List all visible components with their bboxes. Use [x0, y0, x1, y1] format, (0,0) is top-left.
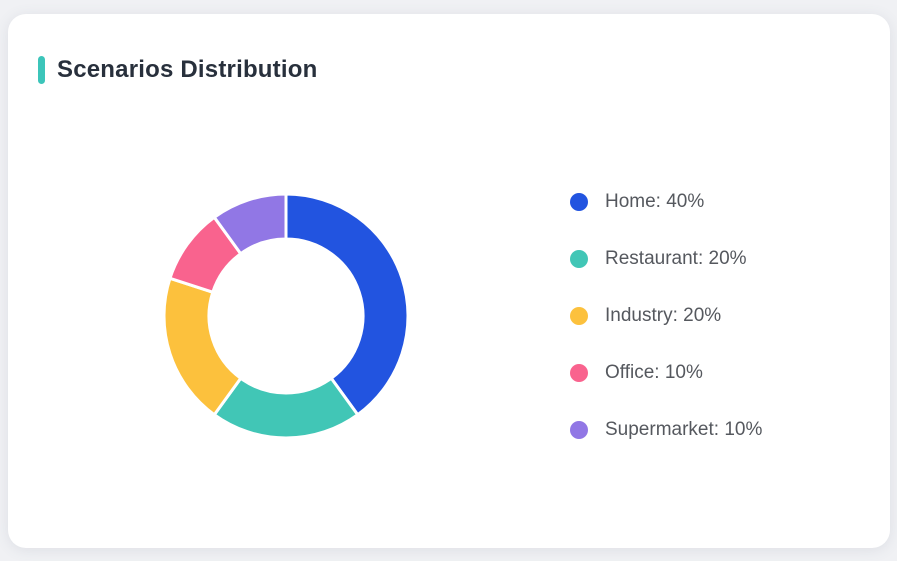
card-header: Scenarios Distribution	[38, 56, 317, 84]
legend-label: Industry: 20%	[605, 305, 722, 326]
legend-label: Supermarket: 10%	[605, 419, 763, 440]
legend-swatch	[570, 250, 588, 268]
page-title: Scenarios Distribution	[57, 56, 318, 83]
legend-item-office[interactable]: Office: 10%	[570, 362, 762, 383]
legend-label: Restaurant: 20%	[605, 248, 747, 269]
legend-label: Office: 10%	[605, 362, 703, 383]
chart-area: Home: 40% Restaurant: 20% Industry: 20% …	[161, 191, 762, 441]
legend-item-industry[interactable]: Industry: 20%	[570, 305, 762, 326]
legend-swatch	[570, 364, 588, 382]
legend-item-restaurant[interactable]: Restaurant: 20%	[570, 248, 762, 269]
legend-swatch	[570, 307, 588, 325]
donut-segment-industry[interactable]	[162, 276, 243, 417]
legend-swatch	[570, 421, 588, 439]
title-accent-bar	[38, 56, 45, 84]
donut-chart-svg[interactable]	[161, 191, 411, 441]
legend-item-supermarket[interactable]: Supermarket: 10%	[570, 419, 763, 440]
legend-swatch	[570, 193, 588, 211]
legend-item-home[interactable]: Home: 40%	[570, 191, 762, 212]
donut-segment-home[interactable]	[284, 192, 410, 417]
donut-segment-supermarket[interactable]	[212, 192, 288, 256]
scenarios-distribution-card: Scenarios Distribution Home: 40% Restaur…	[8, 14, 890, 548]
donut-chart	[161, 191, 411, 441]
chart-legend: Home: 40% Restaurant: 20% Industry: 20% …	[570, 191, 763, 440]
legend-label: Home: 40%	[605, 191, 705, 212]
